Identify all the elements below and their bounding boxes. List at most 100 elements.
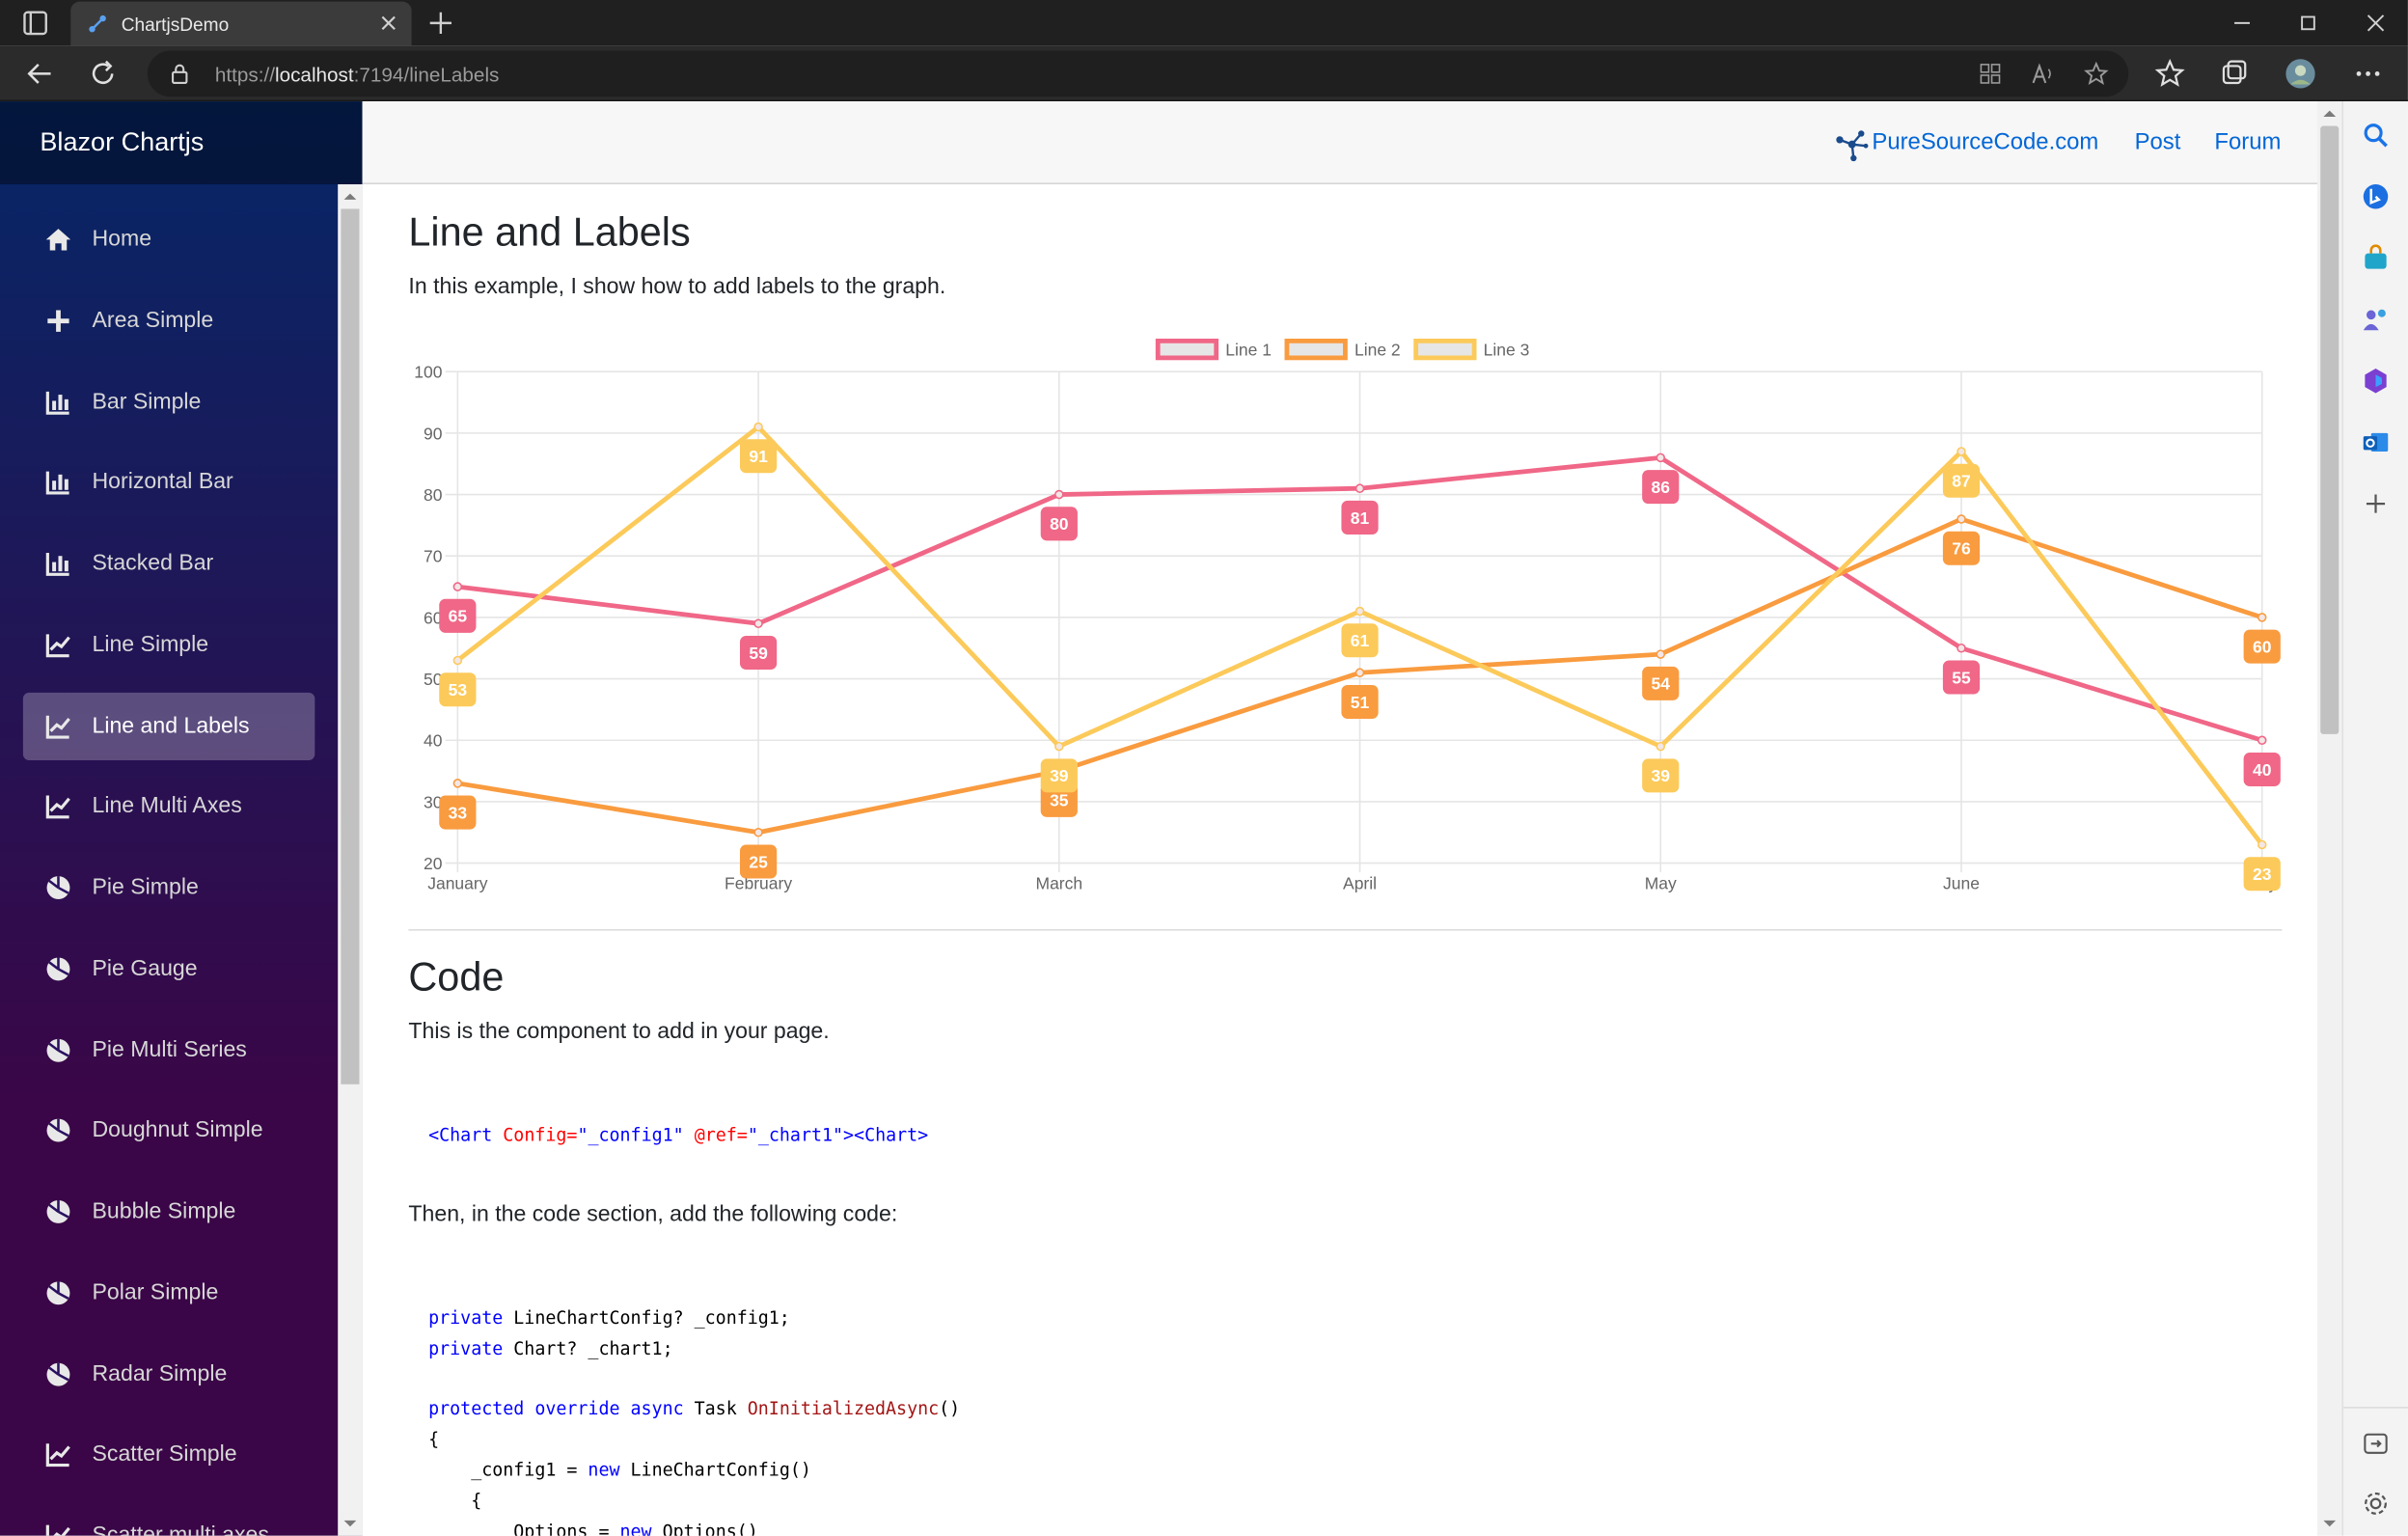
sidebar-item-line-multi-axes[interactable]: Line Multi Axes xyxy=(23,773,315,840)
page-scrollbar[interactable] xyxy=(2317,101,2342,1536)
brand-title[interactable]: Blazor Chartjs xyxy=(40,127,205,157)
code-val-config: "_config1" xyxy=(577,1124,684,1146)
sidebar-item-label: Radar Simple xyxy=(92,1361,228,1386)
code-tag-close: ><Chart> xyxy=(843,1124,929,1146)
code-val-ref: "_chart1" xyxy=(747,1124,844,1146)
outlook-icon[interactable] xyxy=(2362,428,2390,456)
data-label-badge xyxy=(2243,629,2281,664)
code-tag-open: <Chart xyxy=(428,1124,493,1146)
code-brace: { xyxy=(428,1489,482,1511)
sidebar-item-line-simple[interactable]: Line Simple xyxy=(23,611,315,678)
nav-menu: Home Area Simple Bar Simple Horizontal Bar S… xyxy=(0,184,338,1536)
sidebar-item-horizontal-bar[interactable]: Horizontal Bar xyxy=(23,449,315,516)
sidebar-toggle-icon[interactable] xyxy=(2362,1430,2390,1458)
search-icon[interactable] xyxy=(2362,122,2390,150)
data-label: 87 xyxy=(1952,472,1970,491)
sidebar-scroll-thumb[interactable] xyxy=(341,208,360,1084)
sidebar-scrollbar[interactable] xyxy=(338,184,363,1536)
sidebar-item-pie-simple[interactable]: Pie Simple xyxy=(23,854,315,921)
sidebar: Blazor Chartjs Home Area Simple Bar Simple… xyxy=(0,101,363,1536)
refresh-icon[interactable] xyxy=(88,58,119,89)
forum-link[interactable]: Forum xyxy=(2214,128,2282,155)
apps-icon[interactable] xyxy=(1978,62,2002,86)
intro-text: In this example, I show how to add label… xyxy=(408,274,946,300)
code-keyword: private xyxy=(428,1337,504,1359)
close-icon[interactable] xyxy=(378,13,399,34)
line-chart[interactable]: 20 30 40 50 60 70 80 90 100 January February March A… xyxy=(408,330,2282,945)
url-host: localhost xyxy=(274,63,354,87)
sidebar-item-line-and-labels[interactable]: Line and Labels xyxy=(22,692,315,760)
home-icon xyxy=(45,229,71,251)
sidebar-item-pie-gauge[interactable]: Pie Gauge xyxy=(23,935,315,1002)
read-aloud-icon[interactable] xyxy=(2030,62,2054,86)
data-point xyxy=(452,779,463,788)
sidebar-item-label: Line Simple xyxy=(92,632,209,657)
sidebar-item-scatter-multi-axes[interactable]: Scatter multi axes xyxy=(23,1502,315,1536)
back-icon[interactable] xyxy=(24,58,55,89)
maximize-icon[interactable] xyxy=(2296,11,2320,35)
collections-icon[interactable] xyxy=(2219,58,2250,89)
x-tick-label: January xyxy=(427,874,488,893)
sidebar-item-scatter-simple[interactable]: Scatter Simple xyxy=(23,1421,315,1489)
url-text[interactable]: https://localhost:7194/lineLabels xyxy=(215,63,500,86)
data-label: 23 xyxy=(2253,864,2272,884)
section-divider xyxy=(408,929,2283,931)
csharp-code-block[interactable]: private LineChartConfig? _config1; priva… xyxy=(428,1303,960,1536)
pie-chart-icon xyxy=(46,1119,70,1142)
more-icon[interactable] xyxy=(2353,58,2384,89)
sidebar-item-bar-simple[interactable]: Bar Simple xyxy=(23,368,315,435)
data-label-badge xyxy=(1341,684,1379,719)
browser-tab[interactable]: ChartjsDemo xyxy=(70,1,412,46)
sidebar-item-area-simple[interactable]: Area Simple xyxy=(23,287,315,354)
legend-swatch-1 xyxy=(1155,338,1219,361)
data-label-badge xyxy=(2243,752,2281,787)
y-tick-label: 30 xyxy=(424,792,443,811)
shopping-icon[interactable] xyxy=(2362,244,2390,272)
scroll-down-icon[interactable] xyxy=(343,1518,357,1530)
scroll-down-icon[interactable] xyxy=(2323,1518,2337,1530)
scroll-up-icon[interactable] xyxy=(2323,107,2337,120)
sidebar-item-radar-simple[interactable]: Radar Simple xyxy=(23,1340,315,1408)
plus-icon[interactable] xyxy=(427,10,455,38)
code-text: Options() xyxy=(651,1520,758,1536)
sidebar-item-bubble-simple[interactable]: Bubble Simple xyxy=(23,1178,315,1246)
profile-avatar[interactable] xyxy=(2285,58,2316,89)
favorites-icon[interactable] xyxy=(2154,58,2185,89)
lock-icon[interactable] xyxy=(169,63,190,84)
data-point xyxy=(1354,668,1365,677)
plus-icon xyxy=(47,310,69,332)
close-window-icon[interactable] xyxy=(2364,11,2388,35)
address-bar[interactable]: https://localhost:7194/lineLabels xyxy=(147,50,2129,97)
post-link[interactable]: Post xyxy=(2134,128,2181,155)
code-text: LineChartConfig? _config1; xyxy=(503,1306,790,1329)
data-label: 55 xyxy=(1952,668,1971,687)
sidebar-item-polar-simple[interactable]: Polar Simple xyxy=(23,1259,315,1327)
sidebar-item-doughnut-simple[interactable]: Doughnut Simple xyxy=(23,1097,315,1165)
settings-icon[interactable] xyxy=(2362,1490,2390,1518)
x-tick-label: February xyxy=(725,874,792,893)
component-code-snippet[interactable]: <Chart Config="_config1" @ref="_chart1">… xyxy=(428,1121,928,1152)
site-link[interactable]: PureSourceCode.com xyxy=(1872,128,2099,155)
sidebar-item-home[interactable]: Home xyxy=(23,206,315,273)
scroll-up-icon[interactable] xyxy=(343,190,357,203)
puresourcecode-logo-icon[interactable] xyxy=(1834,126,1871,163)
page-scroll-thumb[interactable] xyxy=(2320,125,2340,734)
data-label: 53 xyxy=(449,680,468,699)
article: Line and Labels In this example, I show … xyxy=(408,184,2283,1536)
data-point xyxy=(1956,643,1966,653)
data-label: 60 xyxy=(2253,638,2272,657)
office-icon[interactable] xyxy=(2362,367,2390,395)
add-icon[interactable] xyxy=(2362,490,2390,518)
bing-icon[interactable] xyxy=(2362,182,2390,210)
games-icon[interactable] xyxy=(2362,306,2390,334)
data-label-badge xyxy=(1341,623,1379,658)
code-attr-config: Config= xyxy=(503,1124,578,1146)
tab-actions-icon[interactable] xyxy=(15,10,55,38)
add-favorite-icon[interactable] xyxy=(2084,61,2109,86)
sidebar-item-pie-multi-series[interactable]: Pie Multi Series xyxy=(23,1016,315,1083)
minimize-icon[interactable] xyxy=(2230,11,2254,35)
code-brace: { xyxy=(428,1428,440,1450)
sidebar-item-label: Scatter multi axes xyxy=(93,1523,269,1536)
data-label-badge xyxy=(439,795,477,830)
sidebar-item-stacked-bar[interactable]: Stacked Bar xyxy=(23,530,315,597)
